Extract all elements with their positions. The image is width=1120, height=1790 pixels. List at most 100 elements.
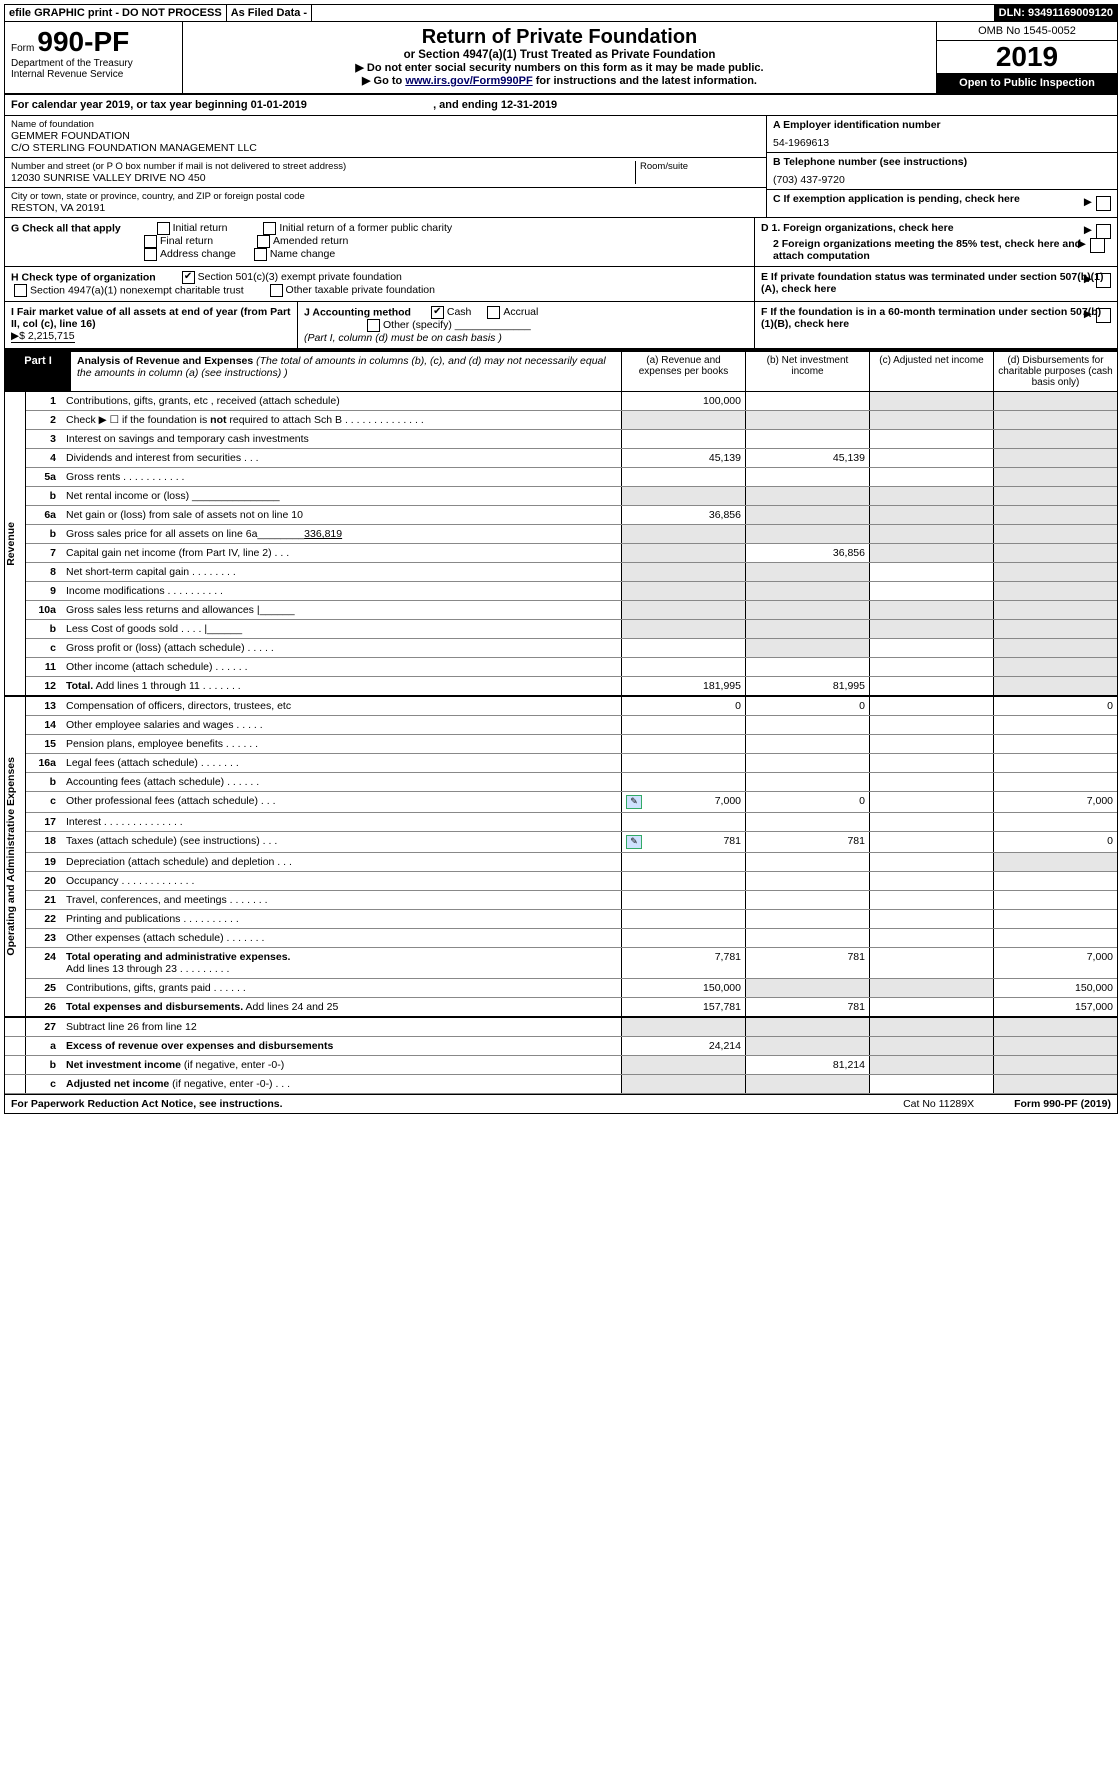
line-number: 20: [26, 872, 63, 891]
line-number: 5a: [26, 468, 63, 487]
d1-checkbox[interactable]: ▶: [1084, 224, 1111, 239]
d2-checkbox[interactable]: ▶: [1078, 238, 1105, 253]
amount-col-a: [622, 525, 746, 544]
part1-desc-bold: Analysis of Revenue and Expenses: [77, 355, 253, 367]
table-row: 18Taxes (attach schedule) (see instructi…: [5, 832, 1117, 853]
amount-col-c: [870, 468, 994, 487]
amount-col-a: [622, 754, 746, 773]
amount-col-d: [994, 639, 1118, 658]
amount-col-d: [994, 487, 1118, 506]
amount-col-c: [870, 620, 994, 639]
table-row: 26Total expenses and disbursements. Add …: [5, 998, 1117, 1018]
line-description: Compensation of officers, directors, tru…: [62, 696, 622, 716]
amount-col-b: 781: [746, 998, 870, 1018]
city-value: RESTON, VA 20191: [11, 202, 760, 214]
table-row: 25Contributions, gifts, grants paid . . …: [5, 979, 1117, 998]
amount-col-d: [994, 754, 1118, 773]
name-2: C/O STERLING FOUNDATION MANAGEMENT LLC: [11, 142, 760, 154]
table-row: aExcess of revenue over expenses and dis…: [5, 1037, 1117, 1056]
line-description: Other employee salaries and wages . . . …: [62, 716, 622, 735]
table-row: 17Interest . . . . . . . . . . . . . .: [5, 813, 1117, 832]
cy-begin: 01-01-2019: [251, 99, 307, 111]
amount-col-c: [870, 563, 994, 582]
amount-col-b: 781: [746, 832, 870, 853]
amount-col-b: [746, 910, 870, 929]
amount-col-a: [622, 430, 746, 449]
amount-col-a: [622, 773, 746, 792]
amount-col-a: [622, 1017, 746, 1037]
entity-right: A Employer identification number 54-1969…: [766, 116, 1117, 217]
amount-col-a: 24,214: [622, 1037, 746, 1056]
amount-col-d: [994, 449, 1118, 468]
cy-end: 12-31-2019: [501, 99, 557, 111]
amount-col-b: [746, 525, 870, 544]
amount-col-d: [994, 544, 1118, 563]
header-left: Form 990-PF Department of the Treasury I…: [5, 22, 183, 93]
amount-col-b: [746, 929, 870, 948]
line-number: b: [26, 1056, 63, 1075]
part1-header: Part I Analysis of Revenue and Expenses …: [5, 350, 1117, 392]
h-opt-1: Section 501(c)(3) exempt private foundat…: [198, 271, 402, 283]
amount-col-c: [870, 601, 994, 620]
e-checkbox[interactable]: ▶: [1084, 273, 1111, 288]
amount-col-d: [994, 582, 1118, 601]
amount-col-c: [870, 979, 994, 998]
inspection-notice: Open to Public Inspection: [937, 73, 1117, 93]
d2-label: 2 Foreign organizations meeting the 85% …: [773, 238, 1081, 262]
line-description: Depreciation (attach schedule) and deple…: [62, 853, 622, 872]
section-h: H Check type of organization Section 501…: [5, 267, 754, 301]
amount-col-a: [622, 620, 746, 639]
ein-label: A Employer identification number: [773, 119, 1111, 131]
table-row: bLess Cost of goods sold . . . . |______: [5, 620, 1117, 639]
g-opt-2: Final return: [160, 235, 213, 247]
g-opt-4: Address change: [160, 248, 236, 260]
f-checkbox[interactable]: ▶: [1084, 308, 1111, 323]
spacer: [5, 1075, 26, 1094]
amount-col-c: [870, 792, 994, 813]
addr-value: 12030 SUNRISE VALLEY DRIVE NO 450: [11, 172, 635, 184]
amount-col-b: [746, 639, 870, 658]
name-change-check[interactable]: [254, 248, 267, 261]
line-description: Income modifications . . . . . . . . . .: [62, 582, 622, 601]
table-row: bGross sales price for all assets on lin…: [5, 525, 1117, 544]
amount-col-d: [994, 773, 1118, 792]
amount-col-b: [746, 735, 870, 754]
line-number: 10a: [26, 601, 63, 620]
other-method-check[interactable]: [367, 319, 380, 332]
irs-link[interactable]: www.irs.gov/Form990PF: [405, 75, 532, 87]
line-number: 1: [26, 392, 63, 411]
other-taxable-check[interactable]: [270, 284, 283, 297]
line-number: 24: [26, 948, 63, 979]
amount-col-a: 150,000: [622, 979, 746, 998]
4947-check[interactable]: [14, 284, 27, 297]
final-return-check[interactable]: [144, 235, 157, 248]
amount-col-c: [870, 658, 994, 677]
section-j: J Accounting method Cash Accrual Other (…: [298, 302, 755, 348]
part1-desc: Analysis of Revenue and Expenses (The to…: [71, 352, 621, 391]
amended-check[interactable]: [257, 235, 270, 248]
amount-col-d: [994, 891, 1118, 910]
initial-return-check[interactable]: [157, 222, 170, 235]
initial-former-check[interactable]: [263, 222, 276, 235]
form-subtitle: or Section 4947(a)(1) Trust Treated as P…: [193, 49, 926, 61]
cash-check[interactable]: [431, 306, 444, 319]
attachment-icon[interactable]: ✎: [626, 795, 642, 809]
accrual-check[interactable]: [487, 306, 500, 319]
line-description: Net gain or (loss) from sale of assets n…: [62, 506, 622, 525]
line-number: 23: [26, 929, 63, 948]
line-number: 14: [26, 716, 63, 735]
line-description: Adjusted net income (if negative, enter …: [62, 1075, 622, 1094]
addr-change-check[interactable]: [144, 248, 157, 261]
amount-col-b: [746, 1017, 870, 1037]
exemption-checkbox[interactable]: ▶: [1084, 196, 1111, 211]
entity-left: Name of foundation GEMMER FOUNDATION C/O…: [5, 116, 766, 217]
amount-col-b: 81,995: [746, 677, 870, 697]
amount-col-a: [622, 853, 746, 872]
attachment-icon[interactable]: ✎: [626, 835, 642, 849]
501c3-check[interactable]: [182, 271, 195, 284]
amount-col-c: [870, 832, 994, 853]
line-number: b: [26, 487, 63, 506]
col-d-head: (d) Disbursements for charitable purpose…: [993, 352, 1117, 391]
line-number: 15: [26, 735, 63, 754]
line-description: Taxes (attach schedule) (see instruction…: [62, 832, 622, 853]
